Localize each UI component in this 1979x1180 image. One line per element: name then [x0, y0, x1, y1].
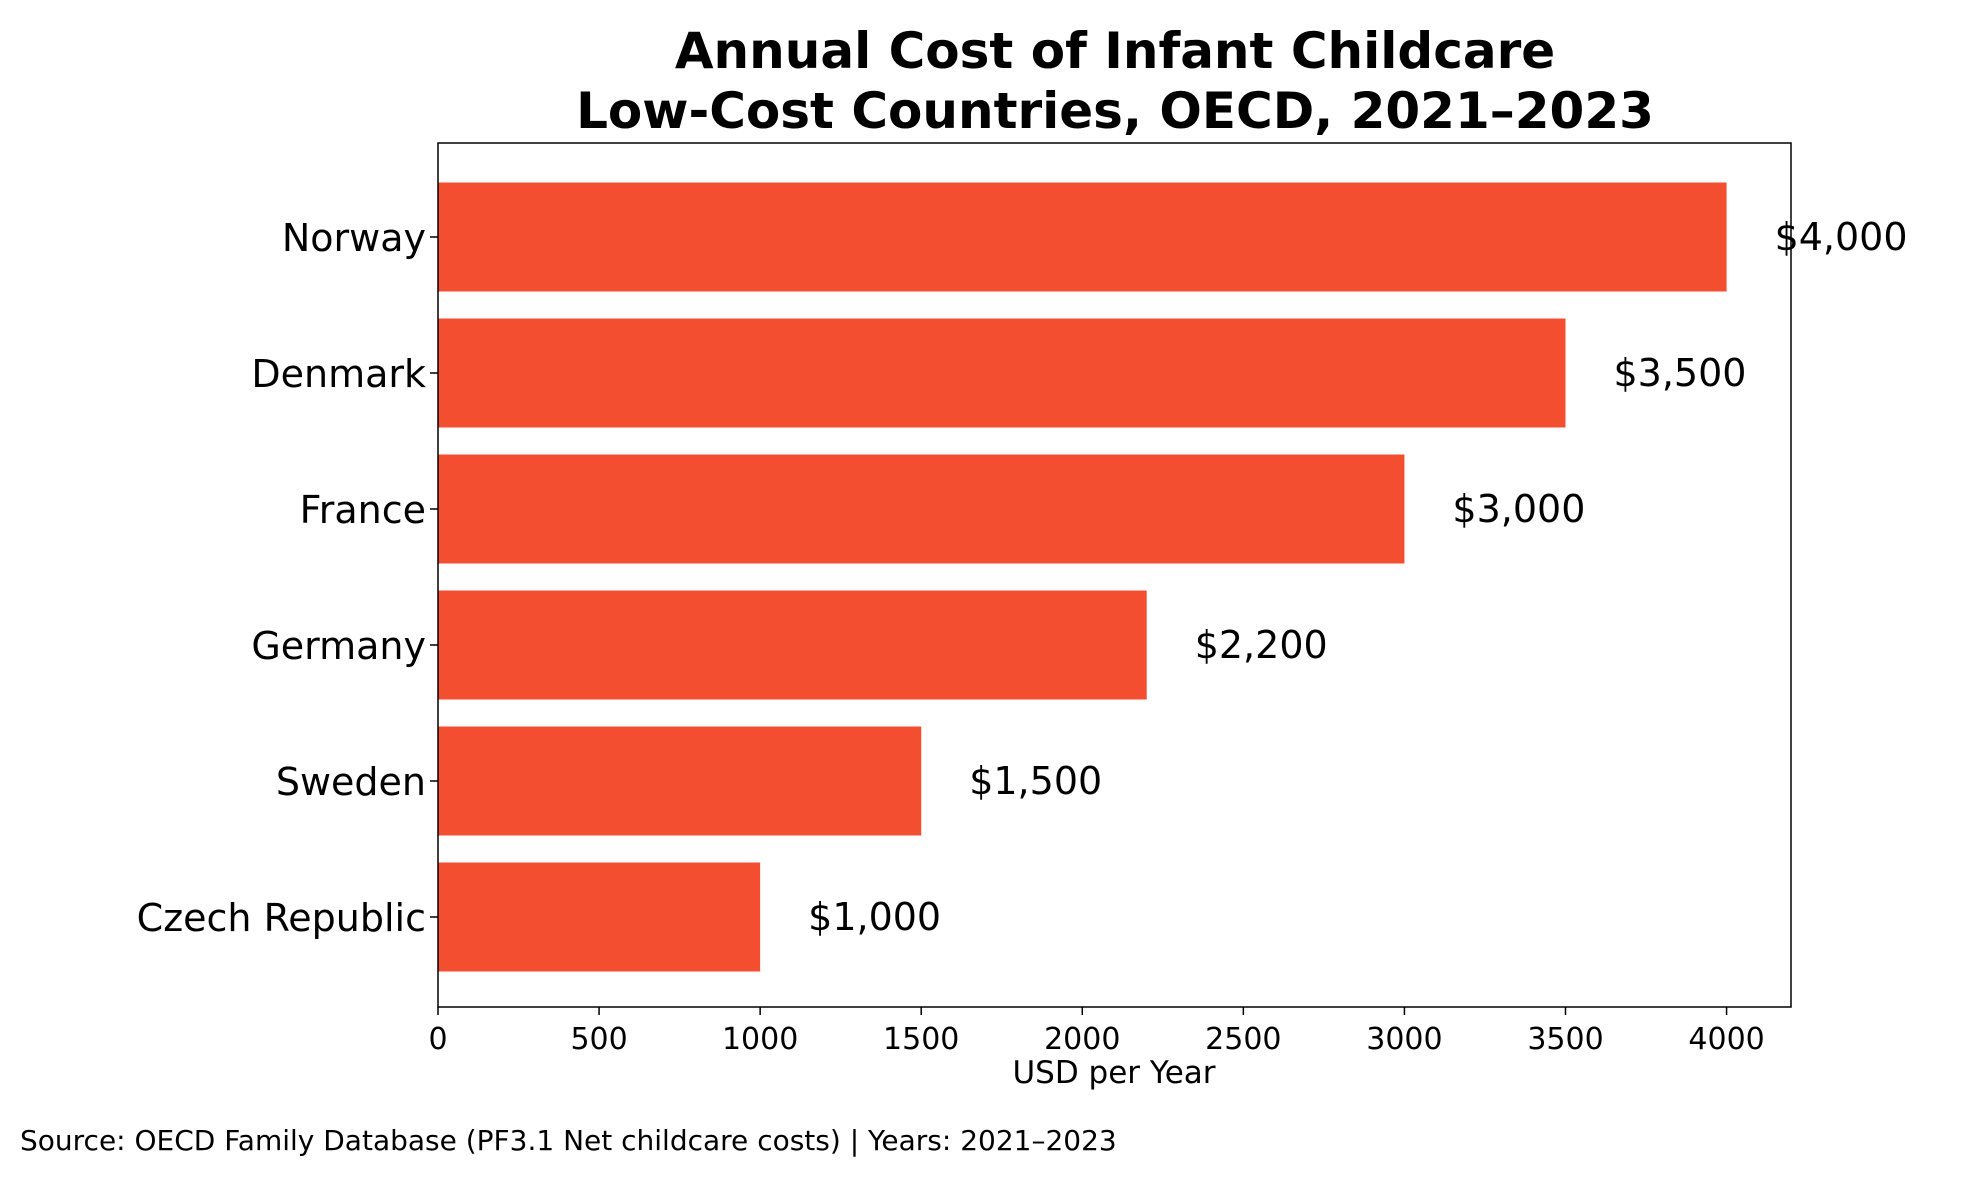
- x-tick-label-4000: 4000: [1688, 1022, 1764, 1057]
- data-label-germany: $2,200: [1195, 623, 1328, 667]
- x-tick-label-1500: 1500: [883, 1022, 959, 1057]
- bar-denmark: [438, 318, 1566, 428]
- y-tick-label-czech-republic: Czech Republic: [137, 896, 426, 940]
- x-axis-label: USD per Year: [1012, 1055, 1215, 1091]
- bar-sweden: [438, 726, 922, 836]
- bar-czech-republic: [438, 862, 761, 972]
- y-tick-label-norway: Norway: [282, 216, 426, 260]
- x-axis: 0 500 1000 1500 2000 2500 3000 3500 4000: [428, 1007, 1765, 1057]
- y-tick-label-germany: Germany: [251, 624, 426, 668]
- x-tick-label-500: 500: [570, 1022, 627, 1057]
- x-tick-label-3500: 3500: [1527, 1022, 1603, 1057]
- y-tick-label-sweden: Sweden: [276, 760, 426, 804]
- bar-germany: [438, 590, 1147, 700]
- bar-norway: [438, 182, 1727, 292]
- data-label-norway: $4,000: [1775, 215, 1908, 259]
- data-label-czech-republic: $1,000: [808, 895, 941, 939]
- bar-france: [438, 454, 1405, 564]
- bars-group: [438, 182, 1727, 972]
- x-tick-label-0: 0: [428, 1022, 447, 1057]
- y-axis: Norway Denmark France Germany Sweden Czech Re…: [137, 216, 438, 940]
- chart-title-line-2: Low-Cost Countries, OECD, 2021–2023: [576, 82, 1654, 140]
- data-label-sweden: $1,500: [969, 759, 1102, 803]
- data-label-denmark: $3,500: [1614, 351, 1747, 395]
- x-tick-label-3000: 3000: [1366, 1022, 1442, 1057]
- data-label-france: $3,000: [1452, 487, 1585, 531]
- data-labels-group: $4,000 $3,500 $3,000 $2,200 $1,500 $1,000: [808, 215, 1907, 939]
- x-tick-label-2000: 2000: [1044, 1022, 1120, 1057]
- x-tick-label-2500: 2500: [1205, 1022, 1281, 1057]
- y-tick-label-france: France: [300, 488, 426, 532]
- plot-frame: [437, 142, 1792, 1008]
- source-note: Source: OECD Family Database (PF3.1 Net …: [20, 1124, 1117, 1157]
- x-tick-label-1000: 1000: [722, 1022, 798, 1057]
- chart-title-line-1: Annual Cost of Infant Childcare: [675, 22, 1555, 80]
- y-tick-label-denmark: Denmark: [251, 352, 426, 396]
